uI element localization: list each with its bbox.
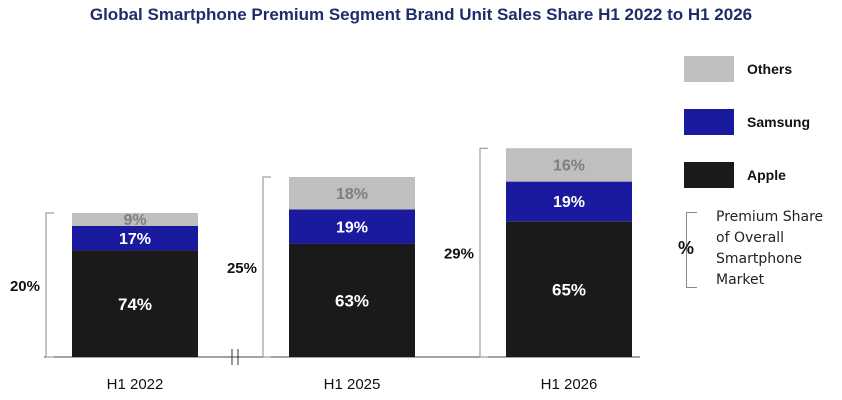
premium-share-label-h1-2025: 25%: [227, 260, 257, 277]
premium-share-label-h1-2022: 20%: [10, 278, 40, 295]
bar-samsung-h1-2026: [506, 181, 632, 222]
legend-bracket-icon: [686, 212, 697, 288]
x-tick-label-h1-2022: H1 2022: [107, 376, 164, 393]
data-label-apple-h1-2022: 74%: [118, 295, 152, 314]
bar-samsung-h1-2022: [72, 225, 198, 251]
bar-others-h1-2026: [506, 148, 632, 182]
data-label-samsung-h1-2025: 19%: [336, 219, 368, 236]
legend-swatch-others: [684, 56, 734, 82]
bar-samsung-h1-2025: [289, 209, 415, 244]
data-label-others-h1-2022: 9%: [123, 212, 146, 229]
premium-bracket-h1-2025: [262, 176, 271, 358]
data-label-apple-h1-2026: 65%: [552, 280, 586, 299]
bar-apple-h1-2025: [289, 243, 415, 357]
legend-swatch-apple: [684, 162, 734, 188]
x-tick-label-h1-2026: H1 2026: [541, 376, 598, 393]
data-label-apple-h1-2025: 63%: [335, 291, 369, 310]
data-label-others-h1-2025: 18%: [336, 186, 368, 203]
legend-premium-share-label: Premium Share of Overall Smartphone Mark…: [716, 209, 824, 288]
legend-percent-marker: %: [678, 238, 695, 258]
x-tick-label-h1-2025: H1 2025: [324, 376, 381, 393]
bar-others-h1-2022: [72, 213, 198, 226]
bar-others-h1-2025: [289, 177, 415, 210]
legend-label-apple: Apple: [747, 167, 786, 183]
premium-bracket-h1-2022: [45, 212, 54, 358]
data-label-samsung-h1-2026: 19%: [553, 194, 585, 211]
premium-bracket-h1-2026: [479, 147, 488, 358]
data-label-others-h1-2026: 16%: [553, 158, 585, 175]
premium-share-label-h1-2026: 29%: [444, 246, 474, 263]
legend-label-samsung: Samsung: [747, 114, 811, 130]
bar-apple-h1-2026: [506, 221, 632, 357]
legend-swatch-samsung: [684, 109, 734, 135]
bar-apple-h1-2022: [72, 250, 198, 357]
chart-title: Global Smartphone Premium Segment Brand …: [89, 5, 753, 24]
data-label-samsung-h1-2022: 17%: [119, 231, 151, 248]
legend-label-others: Others: [747, 61, 793, 77]
